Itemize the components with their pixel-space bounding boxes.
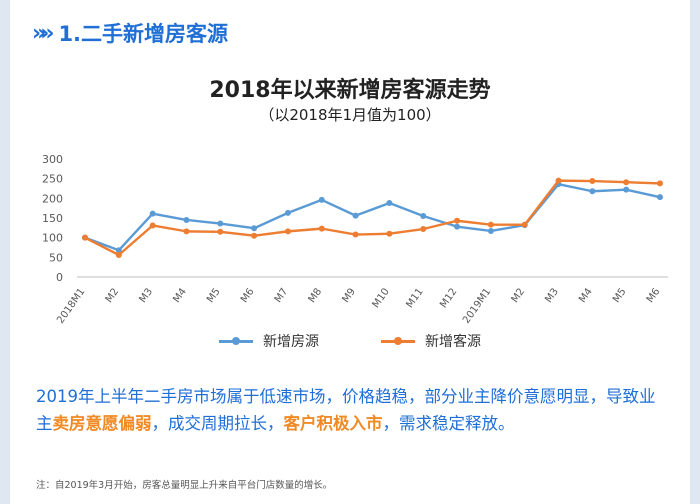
chart-title: 2018年以来新增房客源走势 <box>209 78 491 103</box>
data-point <box>115 251 122 258</box>
left-side-bar <box>0 0 10 504</box>
chart-subtitle: （以2018年1月值为100） <box>259 106 441 124</box>
legend-item-listings: 新增房源 <box>219 331 319 351</box>
data-point <box>521 221 528 228</box>
chart-legend: 新增房源 新增客源 <box>0 331 700 351</box>
legend-swatch-buyers <box>381 336 415 345</box>
data-point <box>183 216 190 223</box>
right-side-bar <box>690 0 700 504</box>
summary-part-1: 2019年上半年二手房市场属于低速市场，价格趋稳，部分业主降价意愿明显，导致业主 <box>36 387 656 433</box>
double-chevron-icon: »» <box>32 20 55 46</box>
data-point <box>454 217 461 224</box>
x-tick-label: M11 <box>404 286 425 310</box>
section-title: 1.二手新增房客源 <box>58 22 229 46</box>
summary-part-2: ，成交周期拉长， <box>151 414 284 433</box>
x-tick-label: M9 <box>340 286 358 305</box>
x-tick-label: M3 <box>543 286 561 305</box>
x-tick-label: M4 <box>171 286 189 305</box>
data-point <box>623 179 630 186</box>
x-tick-label: M12 <box>438 286 459 310</box>
legend-label-buyers: 新增客源 <box>425 334 481 350</box>
x-tick-label: M2 <box>104 286 122 305</box>
data-point <box>318 225 325 232</box>
series-line-1 <box>84 179 661 257</box>
data-point <box>251 225 258 232</box>
data-point <box>284 228 291 235</box>
y-tick-label: 0 <box>56 271 63 284</box>
data-point <box>82 234 88 241</box>
y-tick-label: 200 <box>42 192 63 205</box>
y-tick-label: 250 <box>42 173 63 186</box>
data-point <box>183 228 190 235</box>
data-point <box>555 177 562 184</box>
data-point <box>454 223 461 230</box>
summary-part-3: ，需求稳定释放。 <box>382 414 515 433</box>
y-tick-label: 100 <box>42 232 63 245</box>
section-header: »» 1.二手新增房客源 <box>32 16 228 50</box>
data-point <box>217 228 224 235</box>
data-point <box>251 232 258 239</box>
footnote: 注：自2019年3月开始，房客总量明显上升来自平台门店数量的增长。 <box>36 480 333 491</box>
data-point <box>115 247 122 254</box>
series-line-0 <box>84 182 661 252</box>
summary-highlight-1: 卖房意愿偏弱 <box>52 414 152 433</box>
data-point <box>589 178 596 185</box>
data-point <box>318 196 325 203</box>
data-point <box>420 226 427 233</box>
data-point <box>487 221 494 228</box>
data-point <box>284 209 291 216</box>
data-point <box>386 200 393 207</box>
data-point <box>149 222 156 229</box>
y-tick-label: 150 <box>42 212 63 225</box>
x-tick-label: M3 <box>137 286 155 305</box>
summary-highlight-2: 客户积极入市 <box>283 414 383 433</box>
x-tick-label: M5 <box>205 286 223 305</box>
data-point <box>352 231 359 238</box>
line-chart: 0 50 100 150 200 250 300 2018M1 M2 M3 M4 M5 M6 M7 M8 M9… <box>42 153 668 326</box>
data-point <box>487 227 494 234</box>
x-tick-label: 2019M1 <box>461 286 493 325</box>
legend-label-listings: 新增房源 <box>263 334 319 350</box>
data-point <box>623 186 630 193</box>
data-point <box>352 212 359 219</box>
x-tick-label: M10 <box>371 286 392 310</box>
data-point <box>657 180 663 187</box>
data-point <box>657 194 663 201</box>
x-tick-label: M5 <box>611 286 629 305</box>
x-tick-label: M7 <box>273 286 291 305</box>
summary-text: 2019年上半年二手房市场属于低速市场，价格趋稳，部分业主降价意愿明显，导致业主… <box>36 383 666 437</box>
data-point <box>386 230 393 237</box>
x-tick-label: 2018M1 <box>55 286 87 325</box>
x-tick-label: M2 <box>510 286 528 305</box>
data-point <box>420 213 427 220</box>
data-point <box>149 210 156 217</box>
x-tick-label: M6 <box>645 286 663 305</box>
data-point <box>217 220 224 227</box>
x-tick-label: M4 <box>577 286 595 305</box>
legend-swatch-listings <box>219 336 253 345</box>
legend-item-buyers: 新增客源 <box>381 331 481 351</box>
x-tick-label: M6 <box>239 286 257 305</box>
y-tick-label: 300 <box>42 153 63 166</box>
y-tick-label: 50 <box>49 251 63 264</box>
x-tick-label: M8 <box>307 286 325 305</box>
data-point <box>589 188 596 195</box>
